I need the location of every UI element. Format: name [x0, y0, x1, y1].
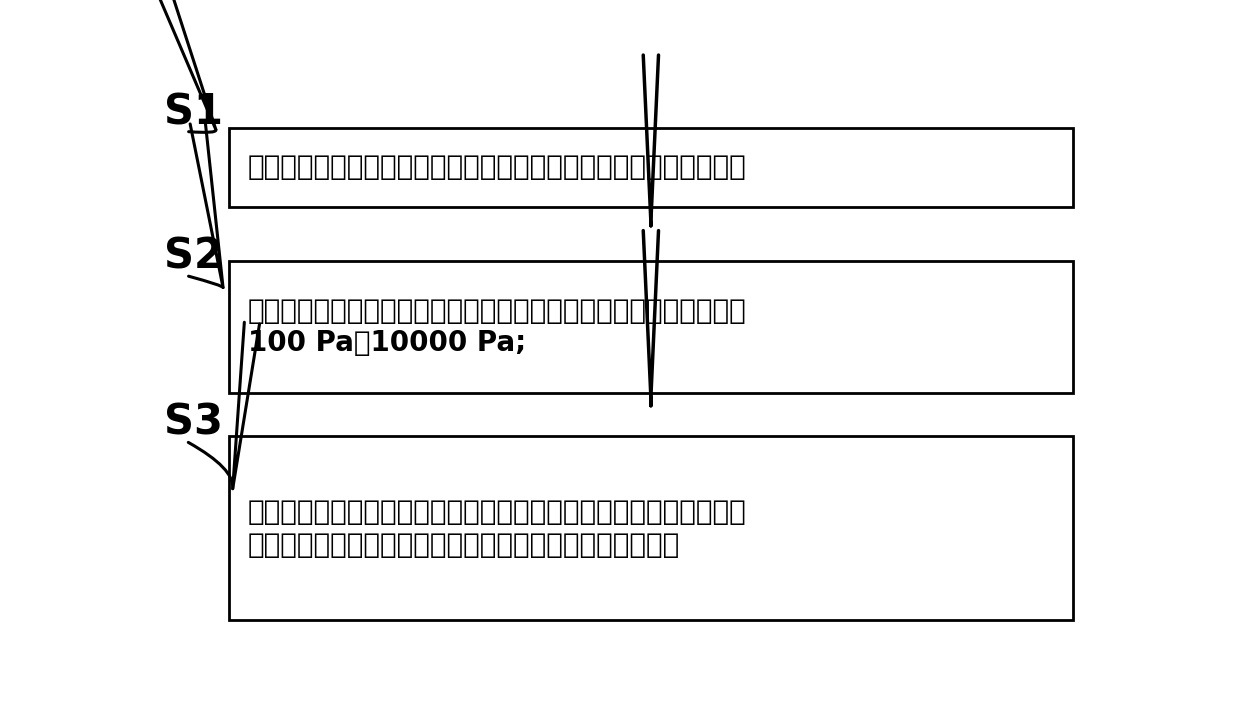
Bar — [228, 437, 1073, 621]
Bar — [228, 261, 1073, 393]
Bar — [228, 128, 1073, 207]
Text: S3: S3 — [165, 401, 223, 443]
Text: 向所述反应室中通入等离子体气体源，并将所述反应室的压力调节至: 向所述反应室中通入等离子体气体源，并将所述反应室的压力调节至 — [248, 297, 747, 325]
Text: 提供非晶硅薄膜，将所述非晶硅薄膜放入反应室中的水冷样品台上；: 提供非晶硅薄膜，将所述非晶硅薄膜放入反应室中的水冷样品台上； — [248, 154, 747, 181]
Text: 激发所述等离子体气体源并产生等离子体，在所述等离子体环境中，: 激发所述等离子体气体源并产生等离子体，在所述等离子体环境中， — [248, 498, 747, 526]
Text: 100 Pa至10000 Pa;: 100 Pa至10000 Pa; — [248, 329, 527, 357]
Text: 所述非晶硅薄膜发生退火晶化，从而得到所述多晶硅薄膜。: 所述非晶硅薄膜发生退火晶化，从而得到所述多晶硅薄膜。 — [248, 530, 680, 559]
Text: S1: S1 — [165, 92, 223, 134]
Text: S2: S2 — [165, 235, 223, 277]
